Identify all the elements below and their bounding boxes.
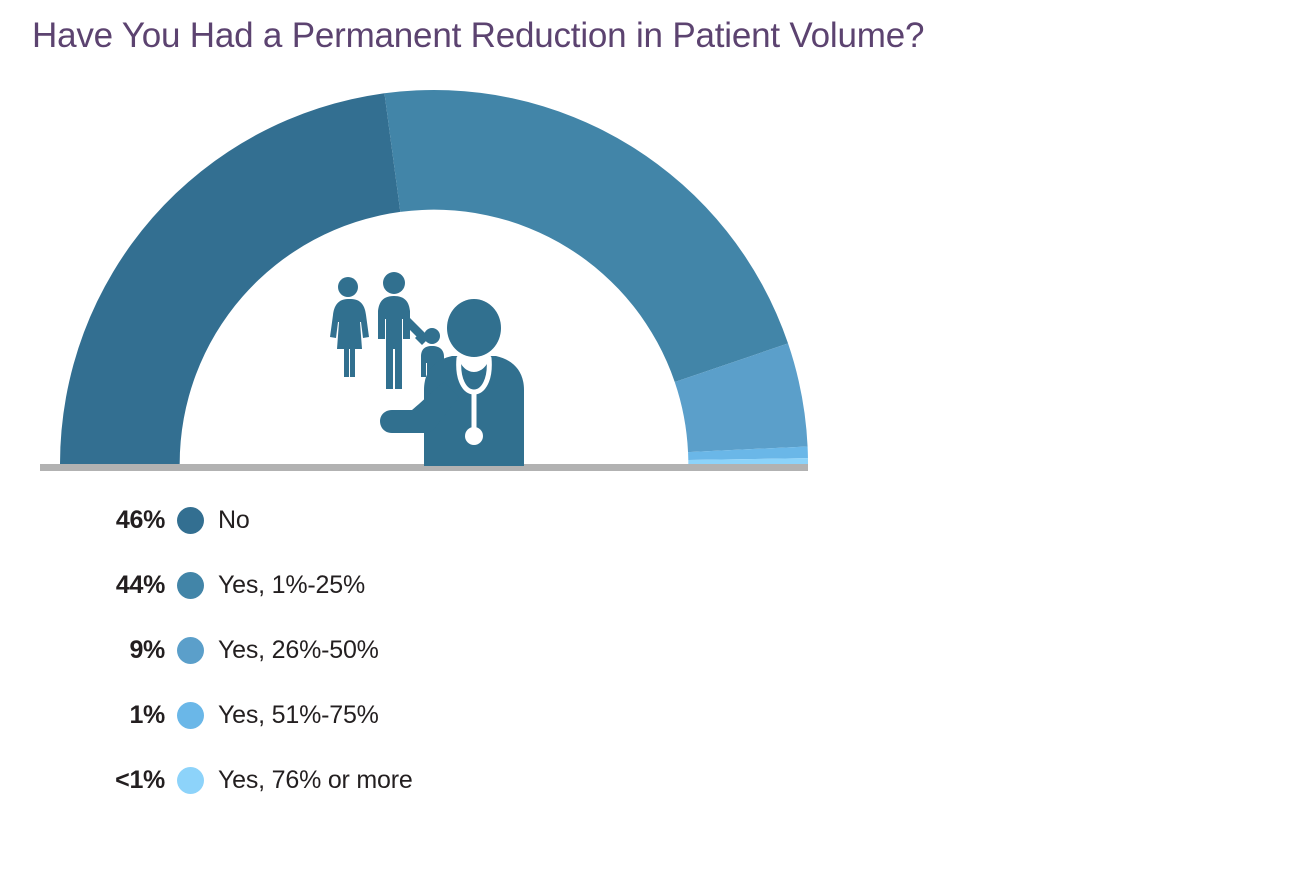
gauge-segment [60, 93, 401, 464]
legend-label: No [218, 506, 250, 534]
legend-item[interactable]: 1% Yes, 51%-75% [60, 683, 660, 748]
legend-color-swatch [177, 637, 204, 664]
gauge-segment [674, 343, 808, 453]
gauge-segment [688, 446, 808, 461]
legend-label: Yes, 51%-75% [218, 701, 379, 729]
legend-percent: 1% [129, 701, 165, 729]
legend-percent: 9% [129, 636, 165, 664]
doctor-with-family-icon [326, 272, 536, 466]
legend-color-swatch [177, 572, 204, 599]
gauge-svg [60, 90, 808, 464]
legend-item[interactable]: <1% Yes, 76% or more [60, 748, 660, 813]
page-title: Have You Had a Permanent Reduction in Pa… [32, 16, 925, 55]
gauge-segment [688, 458, 808, 464]
legend-color-swatch [177, 507, 204, 534]
legend-percent: 44% [115, 571, 165, 599]
baseline-rule [40, 464, 808, 471]
legend-color-swatch [177, 767, 204, 794]
legend-label: Yes, 26%-50% [218, 636, 379, 664]
legend: 46% No 44% Yes, 1%-25% 9% Yes, 26%-50% 1% Yes, … [60, 488, 660, 813]
legend-percent: 46% [115, 506, 165, 534]
half-donut-gauge [0, 88, 860, 488]
legend-label: Yes, 76% or more [218, 766, 413, 794]
legend-label: Yes, 1%-25% [218, 571, 365, 599]
legend-color-swatch [177, 702, 204, 729]
doctor-family-illustration-svg [330, 272, 524, 466]
legend-item[interactable]: 44% Yes, 1%-25% [60, 553, 660, 618]
gauge-segment [384, 90, 789, 383]
legend-item[interactable]: 46% No [60, 488, 660, 553]
legend-percent: <1% [115, 766, 165, 794]
gauge-segments [60, 90, 808, 464]
legend-item[interactable]: 9% Yes, 26%-50% [60, 618, 660, 683]
